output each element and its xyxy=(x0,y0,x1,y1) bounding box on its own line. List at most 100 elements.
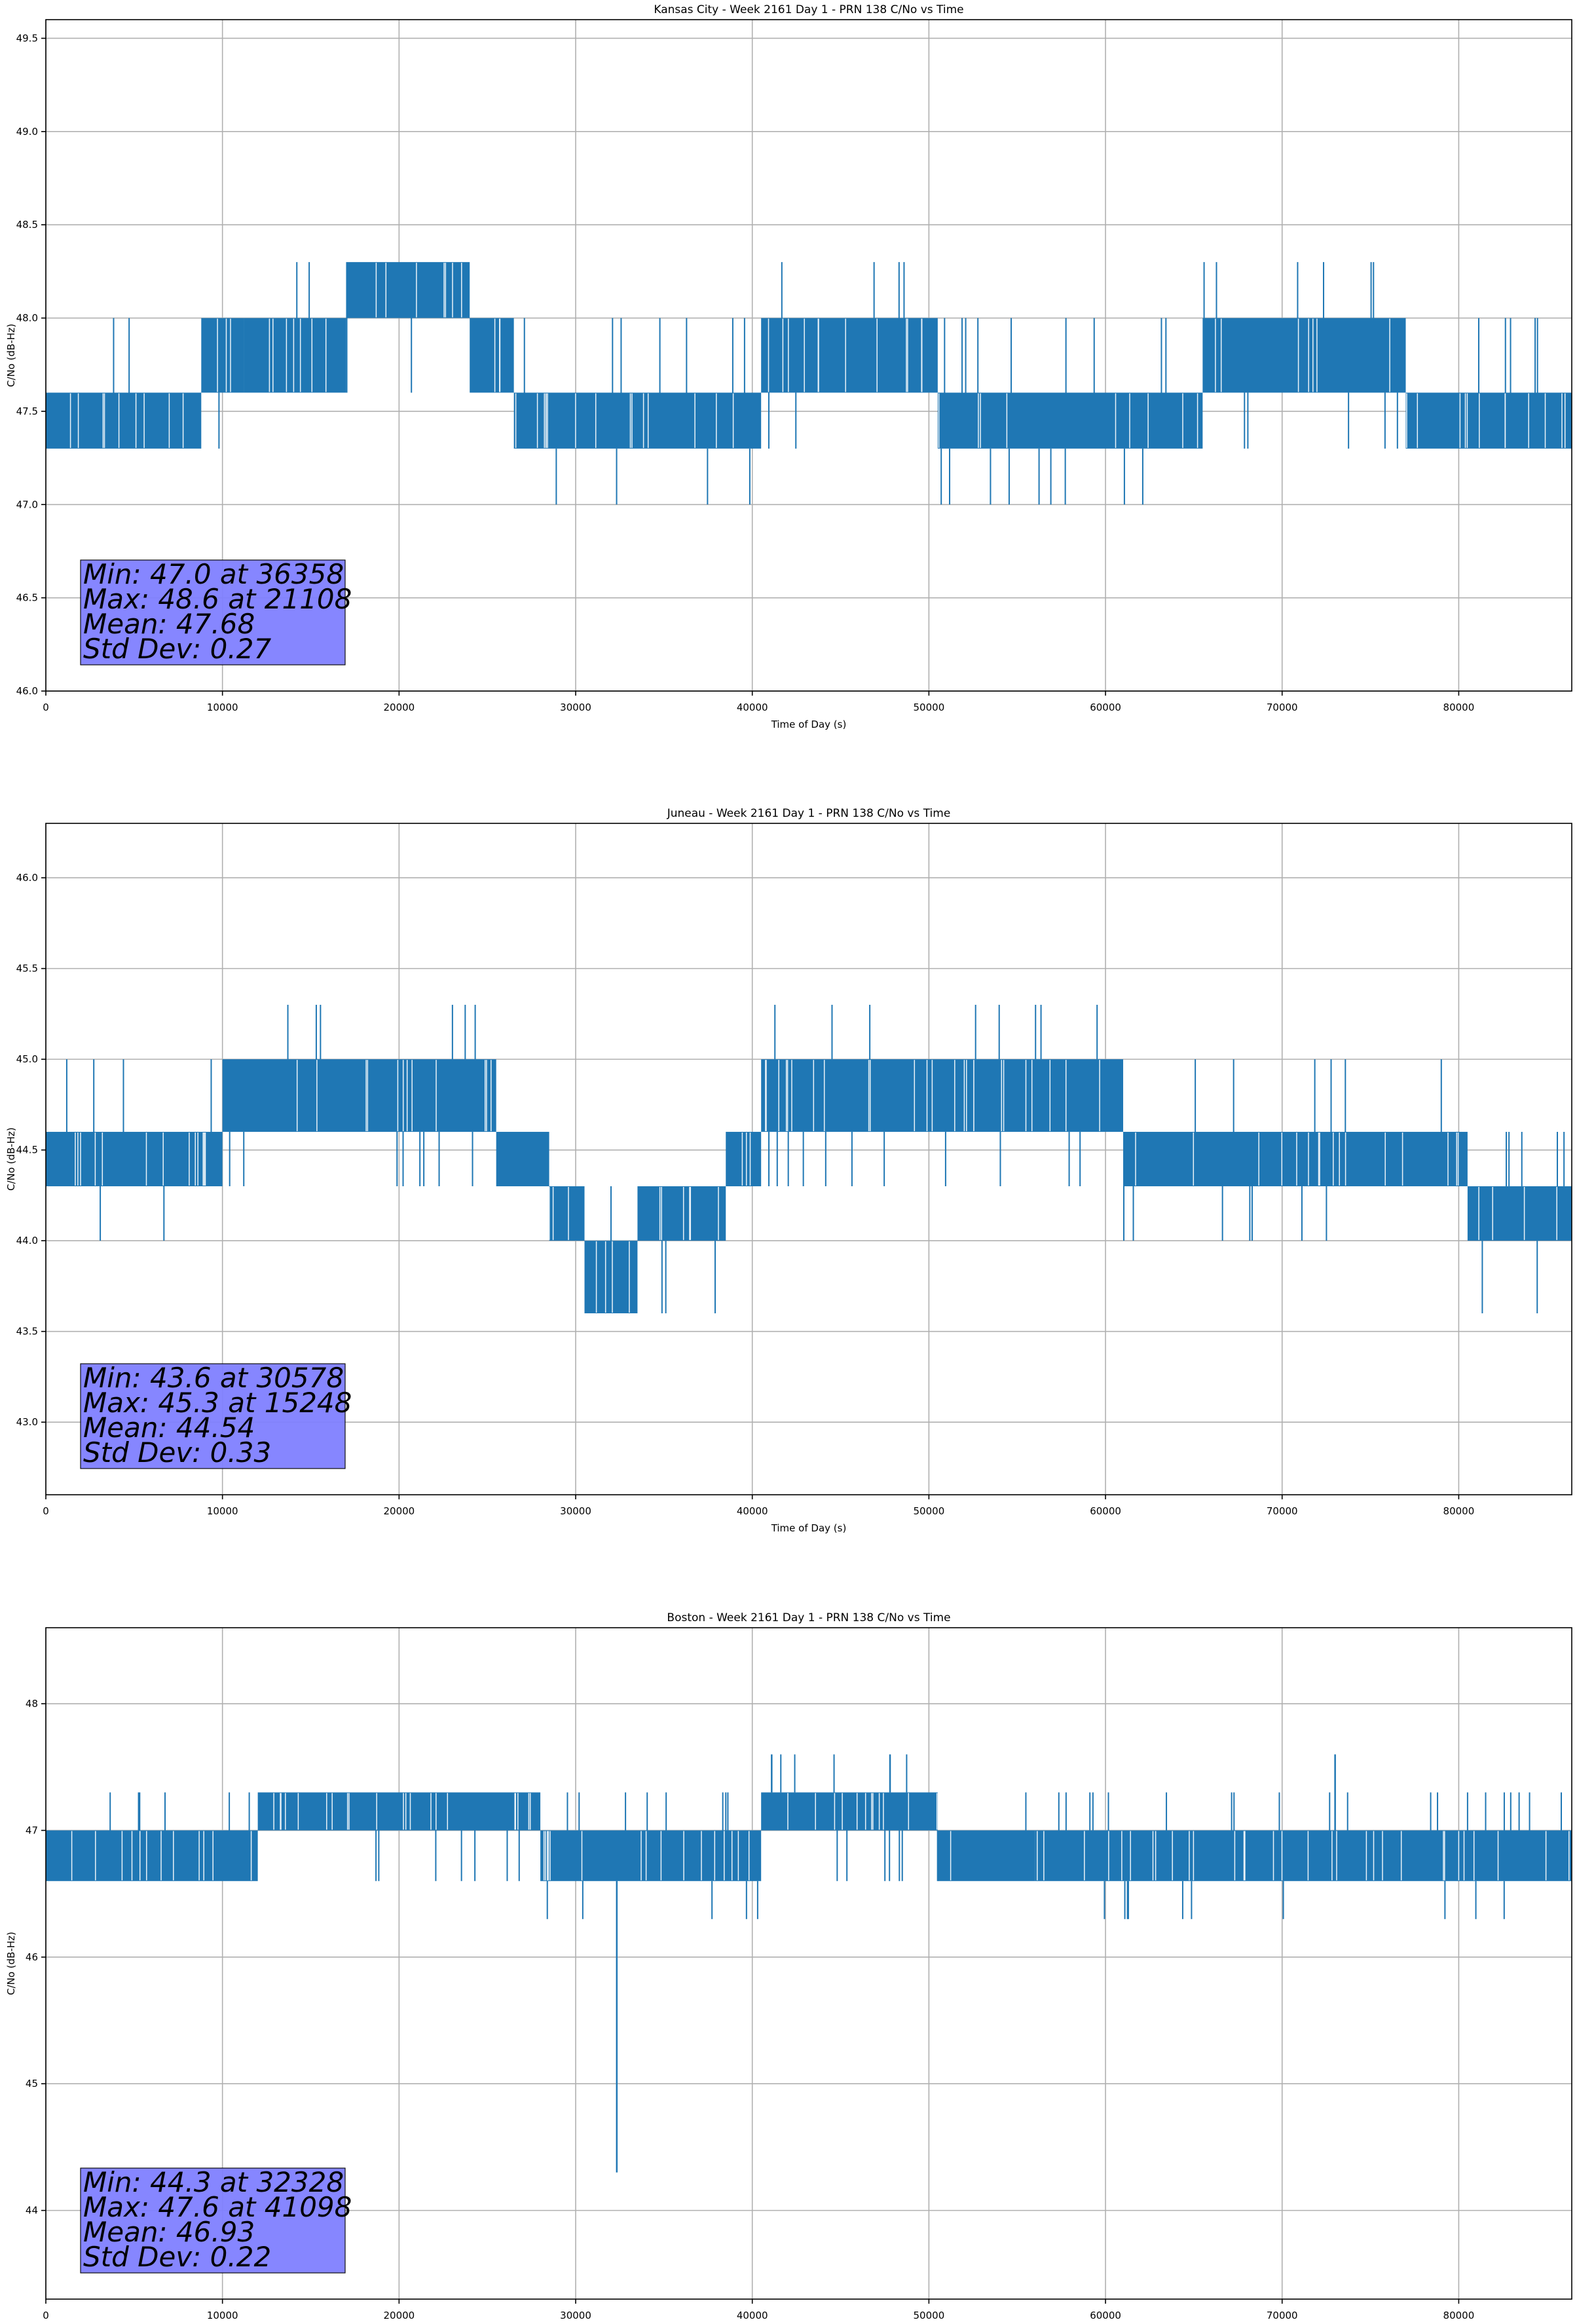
y-tick-label: 44 xyxy=(26,2205,38,2217)
x-tick-label: 0 xyxy=(43,702,49,713)
x-tick-label: 80000 xyxy=(1443,1505,1475,1517)
stats-box xyxy=(80,2167,346,2274)
series-band xyxy=(46,1830,258,1881)
x-tick-label: 20000 xyxy=(383,702,415,713)
series-trace xyxy=(46,1754,1572,2173)
series-band xyxy=(201,318,244,393)
x-tick-label: 40000 xyxy=(737,702,768,713)
stats-line: Mean: 47.68 xyxy=(83,608,255,640)
x-tick-label: 70000 xyxy=(1267,702,1298,713)
y-tick-label: 45.0 xyxy=(16,1053,38,1065)
series-band xyxy=(222,1059,496,1132)
x-tick-label: 60000 xyxy=(1090,702,1121,713)
x-tick-label: 20000 xyxy=(383,2310,415,2321)
series-band xyxy=(46,1131,223,1187)
series-band xyxy=(761,1059,1124,1132)
x-tick-label: 60000 xyxy=(1090,2310,1121,2321)
y-tick-label: 48 xyxy=(26,1698,38,1710)
chart-title: Kansas City - Week 2161 Day 1 - PRN 138 … xyxy=(654,3,963,16)
x-tick-label: 60000 xyxy=(1090,1505,1121,1517)
series-band xyxy=(1123,1131,1468,1187)
x-tick-label: 50000 xyxy=(914,1505,945,1517)
series-band xyxy=(937,1830,1035,1881)
stats-line: Std Dev: 0.33 xyxy=(83,1436,271,1469)
chart-panel-2: 0 10000 20000 30000 40000 50000 60000 70000 8000… xyxy=(5,1611,1572,2321)
x-tick-label: 30000 xyxy=(560,2310,591,2321)
y-tick-label: 46 xyxy=(26,1951,38,1963)
series-band xyxy=(540,1830,762,1881)
series-band xyxy=(937,392,1203,449)
stats-line: Max: 48.6 at 21108 xyxy=(83,583,352,615)
series-band xyxy=(470,318,514,393)
y-tick-label: 45 xyxy=(26,2078,38,2090)
y-tick-label: 44.5 xyxy=(16,1144,38,1156)
series-band xyxy=(549,1186,585,1241)
y-axis-label: C/No (dB-Hz) xyxy=(5,1932,17,1995)
y-tick-label: 47.0 xyxy=(16,498,38,510)
x-tick-label: 80000 xyxy=(1443,702,1475,713)
y-tick-label: 49.0 xyxy=(16,126,38,138)
x-tick-label: 10000 xyxy=(207,2310,238,2321)
stats-box xyxy=(80,1363,346,1469)
x-tick-label: 70000 xyxy=(1267,2310,1298,2321)
x-tick-label: 0 xyxy=(43,1505,49,1517)
y-tick-label: 43.5 xyxy=(16,1326,38,1338)
y-tick-label: 46.0 xyxy=(16,685,38,697)
stats-line: Min: 47.0 at 36358 xyxy=(83,558,344,590)
stats-line: Max: 47.6 at 41098 xyxy=(83,2191,352,2223)
stats-line: Mean: 44.54 xyxy=(83,1412,255,1444)
series-trace xyxy=(46,262,1572,505)
stats-box xyxy=(80,559,346,665)
series-band xyxy=(761,318,938,393)
x-tick-label: 40000 xyxy=(737,2310,768,2321)
series-band xyxy=(346,262,470,318)
chart-panel-1: 0 10000 20000 30000 40000 50000 60000 70000 8000… xyxy=(5,807,1572,1534)
y-tick-label: 49.5 xyxy=(16,32,38,44)
stats-line: Mean: 46.93 xyxy=(83,2216,255,2248)
stats-line: Std Dev: 0.22 xyxy=(83,2241,271,2273)
x-tick-label: 20000 xyxy=(383,1505,415,1517)
series-band xyxy=(46,392,202,449)
y-axis-label: C/No (dB-Hz) xyxy=(5,1127,17,1191)
x-axis-label: Time of Day (s) xyxy=(771,719,847,730)
series-band xyxy=(584,1241,638,1313)
axes-frame xyxy=(45,823,1572,1495)
series-band xyxy=(257,1792,541,1831)
x-tick-label: 50000 xyxy=(914,702,945,713)
series-band xyxy=(726,1131,762,1187)
x-tick-label: 30000 xyxy=(560,1505,591,1517)
stats-line: Max: 45.3 at 15248 xyxy=(83,1387,352,1419)
x-axis-label: Time of Day (s) xyxy=(771,1522,847,1534)
x-tick-label: 30000 xyxy=(560,702,591,713)
series-band xyxy=(244,318,346,393)
chart-title: Boston - Week 2161 Day 1 - PRN 138 C/No … xyxy=(667,1611,950,1624)
series-band xyxy=(1405,392,1572,449)
y-tick-label: 48.5 xyxy=(16,219,38,231)
chart-title: Juneau - Week 2161 Day 1 - PRN 138 C/No … xyxy=(667,807,951,820)
y-tick-label: 43.0 xyxy=(16,1416,38,1428)
series-band xyxy=(1467,1186,1572,1241)
series-band xyxy=(513,392,762,449)
y-tick-label: 47 xyxy=(26,1824,38,1836)
y-tick-label: 46.5 xyxy=(16,592,38,604)
series-band xyxy=(496,1131,549,1187)
x-tick-label: 80000 xyxy=(1443,2310,1475,2321)
x-tick-label: 40000 xyxy=(737,1505,768,1517)
y-tick-label: 44.0 xyxy=(16,1235,38,1246)
chart-panel-0: 0 10000 20000 30000 40000 50000 60000 70000 8000… xyxy=(5,3,1572,730)
y-tick-label: 48.0 xyxy=(16,312,38,324)
stats-line: Std Dev: 0.27 xyxy=(83,633,271,665)
x-tick-label: 50000 xyxy=(914,2310,945,2321)
x-tick-label: 10000 xyxy=(207,1505,238,1517)
x-tick-label: 0 xyxy=(43,2310,49,2321)
y-tick-label: 45.5 xyxy=(16,963,38,975)
stats-line: Min: 43.6 at 30578 xyxy=(83,1362,344,1394)
x-tick-label: 10000 xyxy=(207,702,238,713)
stats-line: Min: 44.3 at 32328 xyxy=(83,2166,344,2198)
series-band xyxy=(1035,1830,1572,1881)
y-tick-label: 46.0 xyxy=(16,872,38,884)
series-band xyxy=(1202,318,1406,393)
y-tick-label: 47.5 xyxy=(16,405,38,417)
series-trace xyxy=(46,1005,1572,1313)
